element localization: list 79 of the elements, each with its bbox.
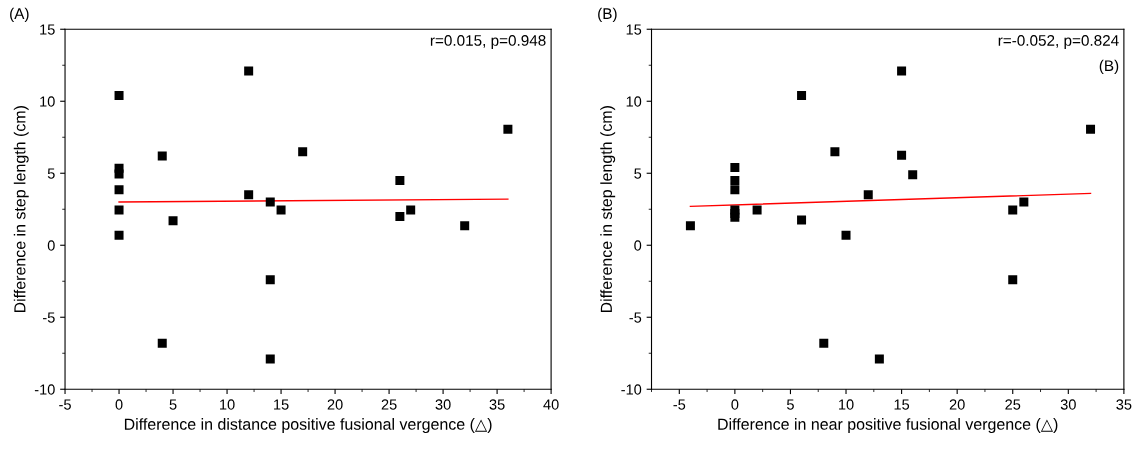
point [752, 205, 762, 215]
point [730, 185, 740, 195]
point [114, 205, 124, 215]
point [244, 190, 254, 200]
point [897, 66, 907, 76]
point [265, 275, 275, 285]
annotation: (B) [1099, 59, 1119, 75]
point [908, 170, 918, 180]
x-tick-label: 10 [839, 399, 854, 410]
point [114, 169, 124, 179]
x-tick-label: -5 [673, 399, 686, 410]
x-tick-label: 15 [274, 399, 289, 410]
point [1019, 197, 1029, 207]
x-tick-label: 5 [786, 399, 794, 410]
annotation: r=0.015, p=0.948 [430, 35, 546, 49]
point [1008, 275, 1018, 285]
point [244, 66, 254, 76]
point [265, 197, 275, 207]
point [395, 175, 405, 185]
point [685, 221, 695, 231]
y-tick-label: -10 [34, 384, 55, 395]
point [863, 190, 873, 200]
x-tick-label: -5 [59, 399, 71, 410]
point [460, 221, 470, 231]
point [298, 147, 308, 157]
point [395, 211, 405, 221]
point [819, 338, 829, 348]
x-tick-label: 20 [327, 399, 343, 410]
point [114, 185, 124, 195]
y-tick-label: 5 [47, 168, 55, 179]
x-tick-label: 35 [1116, 399, 1132, 410]
y-tick-label: -5 [629, 312, 642, 323]
point [797, 90, 807, 100]
point [730, 162, 740, 172]
point [114, 230, 124, 240]
point [897, 150, 907, 160]
point [874, 354, 884, 364]
point [503, 124, 513, 134]
y-axis-title: Difference in step length (cm) [600, 106, 616, 313]
y-tick-label: 0 [634, 240, 642, 251]
x-tick-label: 25 [1005, 399, 1021, 410]
y-tick-label: 15 [40, 24, 55, 35]
point [157, 151, 167, 161]
x-tick-label: 10 [220, 399, 235, 410]
annotation: r=-0.052, p=0.824 [998, 35, 1119, 49]
point [276, 205, 286, 215]
x-tick-label: 15 [894, 399, 910, 410]
y-tick-label: -5 [43, 312, 55, 323]
x-tick-label: 30 [435, 399, 451, 410]
y-tick-label: 15 [626, 24, 642, 35]
point [841, 230, 851, 240]
point [406, 205, 416, 215]
x-tick-label: 30 [1060, 399, 1076, 410]
point [730, 175, 740, 185]
point [114, 90, 124, 100]
x-tick-label: 20 [949, 399, 965, 410]
x-tick-label: 25 [381, 399, 397, 410]
point [1008, 205, 1018, 215]
x-tick-label: 0 [115, 399, 123, 410]
point [1086, 124, 1096, 134]
point [265, 354, 275, 364]
point [168, 216, 178, 226]
y-tick-label: 0 [47, 240, 55, 251]
y-tick-label: 5 [634, 168, 642, 179]
point [830, 147, 840, 157]
x-axis-title: Difference in near positive fusional vergence (△) [718, 418, 1058, 434]
text: (A) [10, 7, 29, 23]
y-tick-label: -10 [621, 384, 642, 395]
point [797, 215, 807, 225]
point [157, 338, 167, 348]
y-tick-label: 10 [40, 96, 55, 107]
x-tick-label: 35 [489, 399, 505, 410]
x-tick-label: 40 [543, 399, 559, 410]
x-tick-label: 5 [169, 399, 177, 410]
y-tick-label: 10 [626, 96, 642, 107]
x-tick-label: 0 [731, 399, 739, 410]
x-axis-title: Difference in distance positive fusional vergence (△) [124, 418, 492, 434]
text: (B) [598, 7, 617, 23]
y-axis-title: Difference in step length (cm) [13, 106, 29, 313]
